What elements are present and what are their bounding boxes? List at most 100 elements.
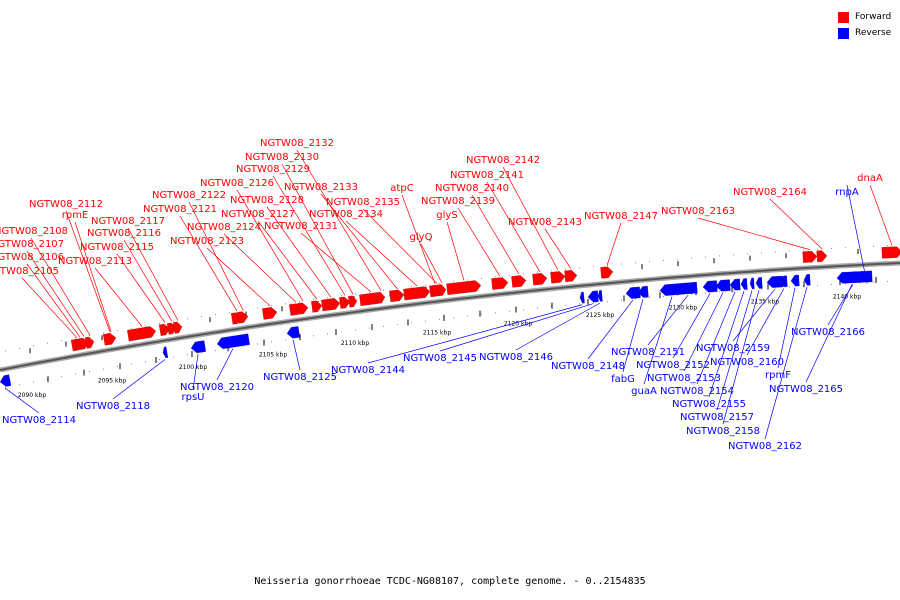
gene-arrow-NGTW08_2152[interactable] [702,280,718,293]
gene-arrow-NGTW08_2147[interactable] [600,266,614,279]
gene-label[interactable]: NGTW08_2131 [264,221,338,232]
gene-label[interactable]: NGTW08_2134 [309,209,383,220]
gene-label[interactable]: NGTW08_2115 [80,242,154,253]
gene-arrow-NGTW08_2126[interactable] [297,302,309,315]
gene-arrow-glyQ[interactable] [437,284,447,297]
gene-arrow-NGTW08_2113[interactable] [127,326,157,342]
gene-arrow-NGTW08_2144[interactable] [579,291,585,304]
gene-label[interactable]: NGTW08_2166 [791,327,865,338]
gene-arrow-rpmF[interactable] [790,274,800,287]
gene-label[interactable]: NGTW08_2133 [284,182,358,193]
gene-label[interactable]: NGTW08_2152 [636,360,710,371]
gene-label[interactable]: NGTW08_2127 [221,209,295,220]
gene-arrow-NGTW08_2122[interactable] [237,311,249,324]
gene-arrow-NGTW08_2115[interactable] [158,323,171,336]
gene-arrow-rpsU[interactable] [190,340,206,354]
gene-label[interactable]: NGTW08_2165 [769,384,843,395]
gene-label[interactable]: NGTW08_2139 [421,196,495,207]
gene-label[interactable]: NGTW08_2135 [326,197,400,208]
gene-arrow-NGTW08_2160[interactable] [780,275,788,288]
gene-label[interactable]: rpmE [62,210,89,221]
gene-label[interactable]: NGTW08_2164 [733,187,807,198]
gene-arrow-NGTW08_2142[interactable] [550,271,566,284]
gene-label[interactable]: NGTW08_2151 [611,347,685,358]
gene-label[interactable]: NGTW08_2159 [696,343,770,354]
gene-arrow-NGTW08_2117[interactable] [172,321,183,334]
gene-label[interactable]: glyS [436,210,457,221]
gene-arrow-NGTW08_2155[interactable] [740,278,748,290]
gene-arrow-NGTW08_2114[interactable] [0,374,12,388]
gene-label[interactable]: NGTW08_2118 [76,401,150,412]
gene-arrow-NGTW08_2133[interactable] [389,289,405,303]
gene-arrow-NGTW08_2112[interactable] [102,332,117,346]
gene-label[interactable]: NGTW08_2116 [87,228,161,239]
gene-label[interactable]: NGTW08_2107 [0,239,64,250]
gene-arrow-glyS[interactable] [446,280,482,295]
gene-label[interactable]: fabG [611,374,635,385]
gene-label[interactable]: NGTW08_2114 [2,415,76,426]
gene-arrow-atpC[interactable] [432,285,438,297]
gene-arrow-NGTW08_2145[interactable] [587,290,599,303]
gene-arrow-NGTW08_2141[interactable] [532,273,548,286]
gene-arrow-NGTW08_2129[interactable] [339,296,351,309]
gene-label[interactable]: NGTW08_2143 [508,217,582,228]
gene-label[interactable]: NGTW08_2124 [187,222,261,233]
gene-arrow-NGTW08_2123[interactable] [262,307,278,320]
gene-label[interactable]: NGTW08_2153 [647,373,721,384]
gene-label[interactable]: NGTW08_2128 [230,195,304,206]
gene-label[interactable]: NGTW08_2121 [143,204,217,215]
gene-label[interactable]: NGTW08_2117 [91,216,165,227]
gene-label[interactable]: NGTW08_2130 [245,152,319,163]
gene-label[interactable]: rnpA [835,187,859,198]
gene-arrow-NGTW08_2146[interactable] [597,290,603,302]
gene-label[interactable]: NGTW08_2145 [403,353,477,364]
gene-label[interactable]: NGTW08_2106 [0,252,64,263]
gene-arrow-NGTW08_2148[interactable] [625,286,641,299]
gene-label[interactable]: NGTW08_2125 [263,372,337,383]
gene-label[interactable]: NGTW08_2160 [710,357,784,368]
gene-arrow-NGTW08_2163[interactable] [802,250,818,263]
gene-arrow-NGTW08_2158[interactable] [755,277,763,289]
gene-label[interactable]: rpsU [182,392,205,403]
gene-label[interactable]: NGTW08_2142 [466,155,540,166]
gene-label[interactable]: NGTW08_2163 [661,206,735,217]
gene-arrow-dnaA[interactable] [881,246,900,259]
gene-label[interactable]: guaA [631,386,657,397]
gene-label[interactable]: NGTW08_2148 [551,361,625,372]
gene-label[interactable]: NGTW08_2147 [584,211,658,222]
gene-arrow-NGTW08_2140[interactable] [511,275,527,288]
gene-arrow-NGTW08_2164[interactable] [816,250,828,262]
gene-label[interactable]: atpC [390,183,413,194]
gene-label[interactable]: NGTW08_2155 [672,399,746,410]
gene-label[interactable]: glyQ [410,232,433,243]
gene-arrow-NGTW08_2128[interactable] [321,298,341,312]
gene-arrow-rnpA[interactable] [861,270,873,283]
gene-arrow-NGTW08_2130[interactable] [348,295,358,308]
gene-label[interactable]: NGTW08_2123 [170,236,244,247]
gene-label[interactable]: rpmF [765,370,791,381]
gene-label[interactable]: NGTW08_2129 [236,164,310,175]
gene-arrow-NGTW08_2127[interactable] [311,300,323,313]
gene-label[interactable]: NGTW08_2122 [152,190,226,201]
gene-arrow-NGTW08_2118[interactable] [162,346,169,359]
gene-arrow-NGTW08_2134[interactable] [403,286,431,301]
gene-arrow-NGTW08_2166[interactable] [849,271,857,283]
gene-arrow-NGTW08_2153[interactable] [715,279,731,292]
gene-label[interactable]: NGTW08_2112 [29,199,103,210]
gene-label[interactable]: NGTW08_2140 [435,183,509,194]
gene-label[interactable]: NGTW08_2158 [686,426,760,437]
gene-arrow-fabG[interactable] [637,286,649,298]
gene-label[interactable]: NGTW08_2146 [479,352,553,363]
gene-arrow-NGTW08_2125[interactable] [286,326,300,339]
gene-label[interactable]: NGTW08_2105 [0,266,59,277]
gene-label[interactable]: NGTW08_2132 [260,138,334,149]
gene-arrow-NGTW08_2143[interactable] [564,270,578,283]
gene-arrow-NGTW08_2108[interactable] [84,336,95,349]
gene-label[interactable]: NGTW08_2120 [180,382,254,393]
gene-label[interactable]: NGTW08_2144 [331,365,405,376]
gene-label[interactable]: NGTW08_2141 [450,170,524,181]
gene-arrow-NGTW08_2162[interactable] [803,274,811,286]
gene-arrow-NGTW08_2154[interactable] [729,278,741,291]
gene-arrow-NGTW08_2159[interactable] [766,275,784,288]
gene-label[interactable]: dnaA [857,173,883,184]
